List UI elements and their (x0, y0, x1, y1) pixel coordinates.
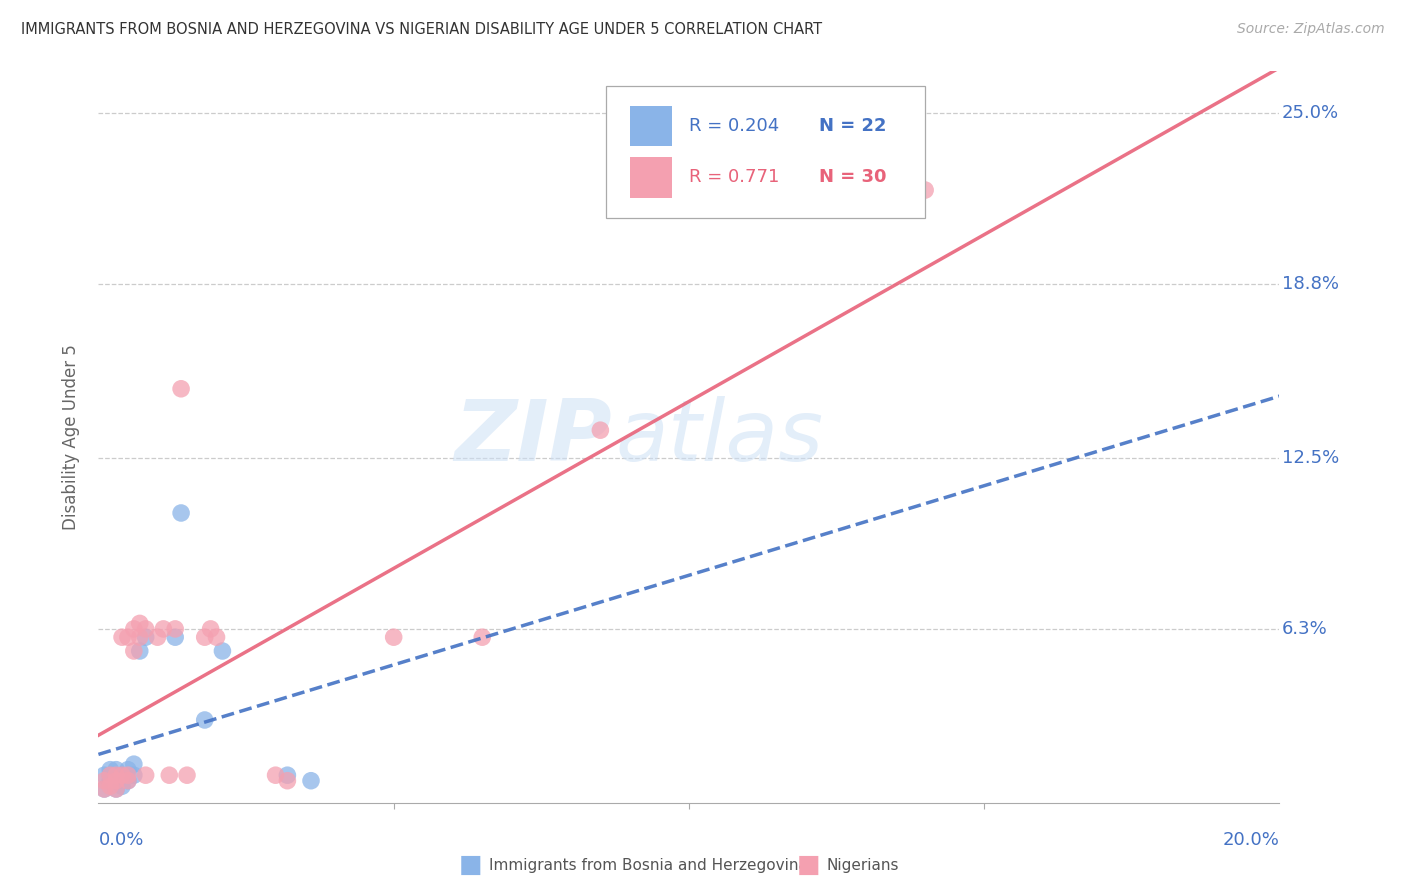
Point (98, 768, 121, 782)
Point (157, 768, 180, 782)
Point (122, 768, 145, 782)
Text: Source: ZipAtlas.com: Source: ZipAtlas.com (1237, 22, 1385, 37)
Text: Nigerians: Nigerians (827, 858, 900, 872)
Text: R = 0.771: R = 0.771 (689, 169, 779, 186)
Text: 25.0%: 25.0% (1282, 103, 1339, 122)
Point (152, 622, 174, 636)
Point (589, 423, 612, 437)
Point (264, 768, 287, 782)
Point (93, 773, 115, 788)
Point (117, 773, 139, 788)
Point (93, 782, 115, 797)
Point (111, 630, 134, 644)
Point (93, 768, 115, 782)
Point (135, 622, 157, 636)
Text: ■: ■ (460, 854, 482, 877)
Text: Immigrants from Bosnia and Herzegovina: Immigrants from Bosnia and Herzegovina (489, 858, 808, 872)
Point (194, 630, 217, 644)
Point (165, 630, 187, 644)
Point (111, 768, 134, 782)
Point (105, 763, 128, 777)
Bar (630, 106, 672, 146)
Point (105, 782, 128, 797)
Text: ■: ■ (797, 854, 820, 877)
Point (382, 630, 405, 644)
Point (176, 768, 198, 782)
Text: atlas: atlas (616, 395, 824, 479)
Text: 12.5%: 12.5% (1282, 449, 1339, 467)
Point (128, 616, 150, 631)
Point (122, 622, 145, 636)
Text: R = 0.204: R = 0.204 (689, 117, 779, 136)
Point (117, 768, 139, 782)
Point (105, 768, 128, 782)
Text: 20.0%: 20.0% (1223, 830, 1279, 848)
Text: 18.8%: 18.8% (1282, 275, 1339, 293)
Point (276, 768, 298, 782)
Point (200, 622, 222, 636)
Point (98, 779, 121, 793)
Point (128, 630, 150, 644)
Point (122, 757, 145, 772)
Point (165, 622, 187, 636)
Point (122, 644, 145, 658)
Text: IMMIGRANTS FROM BOSNIA AND HERZEGOVINA VS NIGERIAN DISABILITY AGE UNDER 5 CORREL: IMMIGRANTS FROM BOSNIA AND HERZEGOVINA V… (21, 22, 823, 37)
Point (205, 630, 228, 644)
Point (93, 782, 115, 797)
Point (111, 768, 134, 782)
Text: N = 30: N = 30 (818, 169, 886, 186)
Point (276, 773, 298, 788)
Point (117, 773, 139, 788)
Point (98, 773, 121, 788)
Point (146, 630, 169, 644)
FancyBboxPatch shape (606, 86, 925, 218)
Text: N = 22: N = 22 (818, 117, 886, 136)
Point (170, 506, 193, 520)
Point (105, 773, 128, 788)
Point (194, 713, 217, 727)
Point (105, 782, 128, 797)
Point (117, 763, 139, 777)
Point (170, 382, 193, 396)
Point (117, 630, 139, 644)
Text: 6.3%: 6.3% (1282, 620, 1327, 638)
Y-axis label: Disability Age Under 5: Disability Age Under 5 (62, 344, 80, 530)
Point (135, 768, 157, 782)
Point (128, 644, 150, 658)
Point (211, 644, 233, 658)
Point (98, 768, 121, 782)
Point (471, 630, 494, 644)
Point (105, 773, 128, 788)
Bar (630, 157, 672, 197)
Text: 0.0%: 0.0% (98, 830, 143, 848)
Point (914, 183, 936, 197)
Point (299, 773, 322, 788)
Point (111, 779, 134, 793)
Point (135, 630, 157, 644)
Point (98, 763, 121, 777)
Text: ZIP: ZIP (454, 395, 612, 479)
